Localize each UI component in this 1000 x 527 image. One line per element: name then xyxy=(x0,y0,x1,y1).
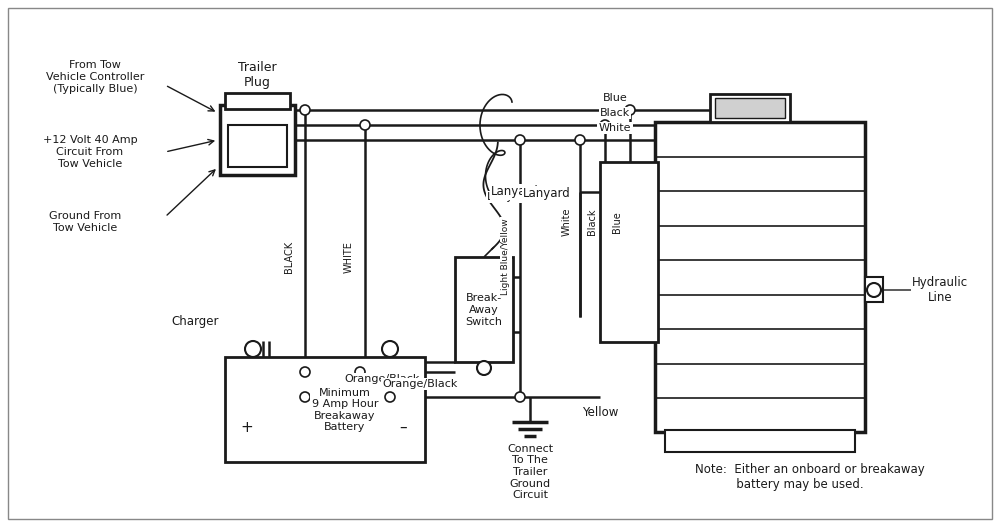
Circle shape xyxy=(575,135,585,145)
Text: Orange/Black: Orange/Black xyxy=(382,379,458,389)
Text: Lanyard: Lanyard xyxy=(523,188,571,200)
Circle shape xyxy=(600,120,610,130)
Bar xyxy=(225,93,290,109)
Text: Blue: Blue xyxy=(612,211,622,233)
Text: +12 Volt 40 Amp
Circuit From
Tow Vehicle: +12 Volt 40 Amp Circuit From Tow Vehicle xyxy=(43,135,137,169)
Circle shape xyxy=(515,392,525,402)
Circle shape xyxy=(300,367,310,377)
Circle shape xyxy=(515,135,525,145)
Circle shape xyxy=(245,341,261,357)
Bar xyxy=(655,122,865,432)
Text: Blue: Blue xyxy=(603,93,627,103)
Text: Black: Black xyxy=(600,108,630,118)
Bar xyxy=(865,277,883,302)
Bar xyxy=(228,125,287,167)
Circle shape xyxy=(867,283,881,297)
Text: From Tow
Vehicle Controller
(Typically Blue): From Tow Vehicle Controller (Typically B… xyxy=(46,61,144,94)
Text: Trailer
Plug: Trailer Plug xyxy=(238,61,276,89)
Text: Lanyard: Lanyard xyxy=(487,192,533,202)
Text: Black: Black xyxy=(587,209,597,235)
Text: Minimum
9 Amp Hour
Breakaway
Battery: Minimum 9 Amp Hour Breakaway Battery xyxy=(312,387,378,432)
Text: Charger: Charger xyxy=(171,316,219,328)
Bar xyxy=(665,430,855,452)
Bar xyxy=(600,162,658,342)
Text: BLACK: BLACK xyxy=(284,241,294,273)
Text: White: White xyxy=(562,208,572,236)
Text: Hydraulic
Line: Hydraulic Line xyxy=(912,276,968,304)
Text: Note:  Either an onboard or breakaway
           battery may be used.: Note: Either an onboard or breakaway bat… xyxy=(695,463,925,491)
Bar xyxy=(455,257,513,362)
Text: Ground From
Tow Vehicle: Ground From Tow Vehicle xyxy=(49,211,121,233)
Text: –: – xyxy=(399,419,407,434)
Circle shape xyxy=(355,367,365,377)
Circle shape xyxy=(300,392,310,402)
Circle shape xyxy=(625,105,635,115)
Text: Yellow: Yellow xyxy=(582,405,618,418)
Text: Orange/Black: Orange/Black xyxy=(345,374,420,384)
Bar xyxy=(220,105,295,175)
Bar xyxy=(715,98,785,118)
Bar xyxy=(710,94,790,122)
Circle shape xyxy=(360,120,370,130)
Text: +: + xyxy=(241,419,253,434)
Text: White: White xyxy=(599,123,631,133)
Text: Light Blue/Yellow: Light Blue/Yellow xyxy=(502,219,511,295)
Circle shape xyxy=(300,105,310,115)
Circle shape xyxy=(385,392,395,402)
Text: Connect
To The
Trailer
Ground
Circuit: Connect To The Trailer Ground Circuit xyxy=(507,444,553,500)
Circle shape xyxy=(382,341,398,357)
Text: WHITE: WHITE xyxy=(344,241,354,273)
Text: Break-
Away
Switch: Break- Away Switch xyxy=(466,294,503,327)
Circle shape xyxy=(477,361,491,375)
Text: Lanyard: Lanyard xyxy=(491,186,539,199)
Bar xyxy=(225,357,425,462)
